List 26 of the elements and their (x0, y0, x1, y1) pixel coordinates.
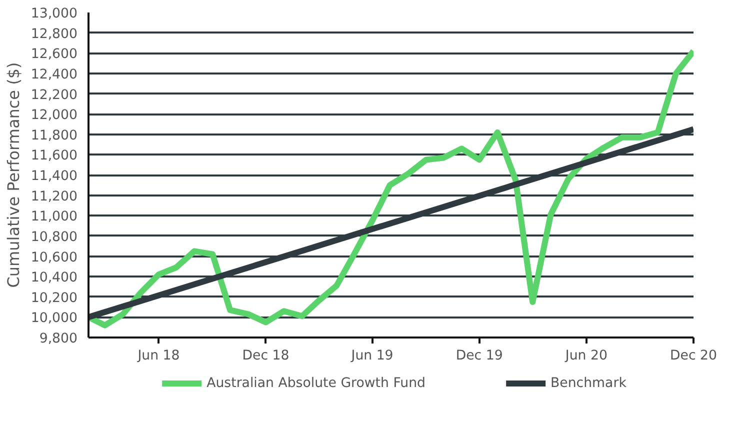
y-tick-label: 11,000 (30, 210, 78, 225)
y-tick-label: 10,000 (30, 311, 78, 326)
y-axis-title: Cumulative Performance ($) (4, 62, 23, 288)
x-tick-label: Dec 19 (456, 348, 503, 364)
y-tick-label: 10,600 (30, 250, 78, 266)
y-tick-label: 10,400 (30, 270, 78, 286)
x-tick-label: Dec 18 (242, 348, 290, 364)
x-tick-label: Jun 18 (136, 348, 180, 364)
y-tick-label: 12,400 (30, 67, 78, 82)
legend-label: Benchmark (550, 376, 626, 390)
y-tick-label: 11,400 (30, 169, 78, 184)
y-tick-label: 11,600 (30, 148, 78, 164)
y-tick-label: 9,800 (39, 332, 78, 346)
y-tick-label: 13,000 (30, 6, 78, 22)
legend-label: Australian Absolute Growth Fund (206, 376, 426, 390)
y-tick-label: 12,000 (30, 108, 78, 124)
y-tick-label: 12,600 (30, 47, 78, 62)
y-tick-label: 10,800 (30, 230, 78, 245)
y-tick-label: 11,200 (30, 189, 78, 204)
x-tick-label: Jun 20 (564, 348, 608, 364)
y-tick-label: 12,800 (30, 26, 78, 42)
x-tick-label: Jun 19 (350, 348, 394, 364)
y-tick-label: 11,800 (30, 128, 78, 144)
x-tick-label: Dec 20 (670, 348, 718, 364)
y-tick-label: 10,200 (30, 290, 78, 306)
y-tick-label: 12,200 (30, 88, 78, 103)
